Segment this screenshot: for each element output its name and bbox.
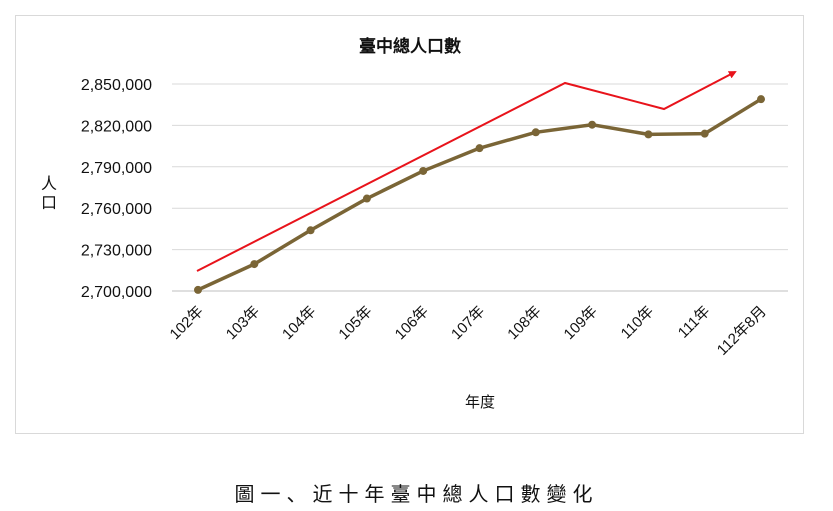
x-tick-label: 106年 (392, 303, 432, 343)
y-tick-label: 2,790,000 (81, 160, 152, 177)
x-tick-label: 112年8月 (714, 303, 770, 359)
data-point (531, 128, 540, 137)
trend-arrow (196, 71, 737, 272)
data-point (475, 144, 484, 153)
x-tick-label: 108年 (504, 303, 544, 343)
data-point (757, 95, 765, 104)
x-tick-label: 104年 (279, 303, 319, 343)
figure-caption: 圖一、近十年臺中總人口數變化 (234, 482, 599, 506)
population-series (194, 95, 765, 294)
y-tick-label: 2,820,000 (81, 118, 152, 135)
x-axis-ticks: 102年 103年 104年 105年 106年 107年 108年 109年 110年 111年… (167, 303, 770, 359)
data-point (644, 130, 653, 139)
data-point (250, 260, 259, 269)
data-point (306, 226, 315, 235)
x-axis-label: 年度 (465, 393, 495, 411)
x-tick-label: 110年 (618, 303, 658, 343)
data-point (362, 194, 371, 203)
x-tick-label: 107年 (448, 303, 488, 343)
data-point (419, 166, 428, 175)
line-chart: 臺中總人口數 2,700,000 2,730,000 2,760,000 2,790,… (41, 36, 788, 411)
data-point (700, 129, 709, 138)
x-tick-label: 102年 (167, 303, 207, 343)
chart-frame (15, 15, 804, 434)
data-point (588, 120, 597, 129)
y-tick-label: 2,760,000 (81, 201, 152, 218)
x-tick-label: 105年 (335, 303, 375, 343)
y-tick-label: 2,700,000 (81, 284, 152, 301)
x-tick-label: 103年 (223, 303, 263, 343)
y-axis-ticks: 2,700,000 2,730,000 2,760,000 2,790,000 2,82… (81, 77, 152, 301)
data-point (194, 285, 202, 294)
chart-title: 臺中總人口數 (359, 36, 461, 57)
y-tick-label: 2,850,000 (81, 77, 152, 94)
x-tick-label: 111年 (675, 303, 714, 342)
x-tick-label: 109年 (561, 303, 601, 343)
y-axis-label: 人 口 (41, 174, 62, 212)
y-tick-label: 2,730,000 (81, 243, 152, 260)
